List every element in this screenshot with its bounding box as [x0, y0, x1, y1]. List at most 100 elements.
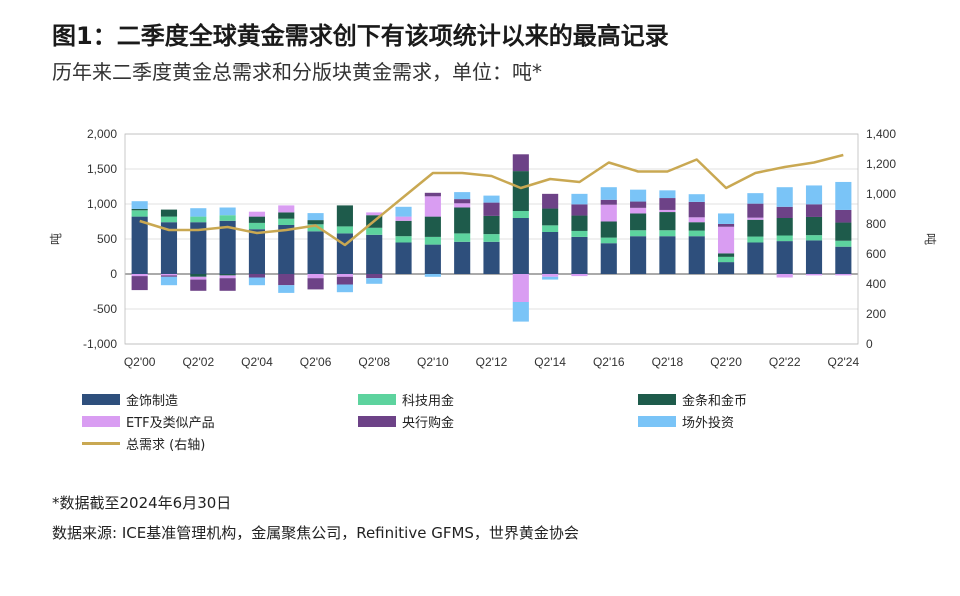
x-tick-label: Q2'20	[710, 355, 742, 369]
bar-segment	[278, 205, 295, 213]
legend-swatch	[638, 394, 676, 405]
bar-segment	[688, 217, 705, 223]
bar-segment	[717, 256, 735, 263]
bar-segment	[571, 236, 588, 274]
bar-segment	[307, 278, 324, 290]
bar-segment	[659, 230, 676, 237]
legend-item: ETF及类似产品	[82, 412, 215, 431]
bar-segment	[776, 206, 793, 218]
bar-segment	[131, 208, 148, 211]
bar-segment	[805, 185, 823, 205]
bar-segment	[248, 229, 266, 274]
bar-segment	[571, 204, 588, 216]
legend-item: 央行购金	[358, 412, 454, 431]
bar-segment	[395, 216, 412, 221]
bar-segment	[307, 220, 324, 225]
bar-segment	[776, 218, 793, 236]
bar-segment	[278, 225, 295, 274]
legend-label: 场外投资	[682, 416, 735, 431]
bar-segment	[131, 274, 148, 277]
y2-axis-label: 吨	[923, 233, 937, 245]
x-tick-label: Q2'22	[769, 355, 801, 369]
chart-plot: 2,000 1,500 1,000 500 0 -500 -1,000 1,400 1,200 1…	[49, 127, 937, 369]
bar-segment	[630, 213, 647, 231]
bar-segment	[717, 226, 735, 254]
bar-segment	[747, 217, 764, 220]
bar-segment	[424, 236, 441, 245]
bar-segment	[805, 216, 823, 236]
bar-segment	[659, 236, 676, 274]
bar-segment	[131, 210, 148, 217]
bar-segment	[571, 274, 588, 277]
y-tick-label: 1,000	[87, 197, 117, 211]
bar-segment	[131, 216, 148, 274]
bar-segment	[454, 192, 471, 200]
bar-segment	[248, 216, 266, 223]
bar-segment	[190, 279, 207, 291]
bar-segment	[219, 274, 236, 276]
bar-segment	[278, 218, 295, 225]
bar-segment	[688, 236, 705, 274]
y-tick-label: 2,000	[87, 127, 117, 141]
y-tick-label: -1,000	[83, 337, 117, 351]
bar-segment	[219, 220, 236, 274]
bar-segment	[307, 213, 324, 221]
y2-tick-label: 800	[866, 217, 886, 231]
bar-segment	[395, 236, 412, 243]
x-tick-label: Q2'10	[417, 355, 449, 369]
bar-segment	[600, 204, 617, 222]
y2-tick-label: 400	[866, 277, 886, 291]
bar-segment	[424, 196, 441, 217]
bar-segment	[454, 203, 471, 208]
x-tick-label: Q2'04	[241, 355, 273, 369]
y2-tick-label: 1,000	[866, 187, 896, 201]
bar-segment	[571, 230, 588, 237]
y-tick-label: 0	[110, 267, 117, 281]
bar-segment	[424, 192, 441, 197]
bar-segment	[366, 227, 383, 235]
bar-segment	[454, 199, 471, 204]
bar-segment	[454, 233, 471, 242]
bar-segment	[160, 276, 178, 286]
legend-swatch	[82, 416, 120, 427]
chart-title: 图1：二季度全球黄金需求创下有该项统计以来的最高记录	[52, 22, 669, 50]
bar-segment	[717, 223, 735, 227]
bar-segment	[248, 277, 266, 286]
bar-segment	[512, 302, 529, 322]
bar-segment	[542, 208, 559, 226]
bar-segment	[805, 204, 823, 217]
bar-segment	[600, 199, 617, 205]
bar-segment	[483, 215, 500, 235]
legend-label: ETF及类似产品	[126, 416, 215, 431]
bar-segment	[424, 274, 441, 277]
legend-swatch	[358, 416, 396, 427]
bar-segment	[512, 218, 529, 274]
bar-segment	[190, 222, 207, 274]
bar-segment	[336, 226, 353, 234]
bar-segment	[307, 274, 324, 279]
legend-label: 央行购金	[402, 416, 455, 431]
bar-segment	[219, 207, 236, 216]
bar-segment	[219, 215, 236, 221]
bar-segment	[366, 274, 383, 279]
bar-segment	[278, 274, 295, 286]
bar-segment	[747, 236, 764, 243]
legend-line-swatch	[82, 442, 120, 445]
bar-segment	[454, 241, 471, 274]
bar-segment	[483, 241, 500, 274]
bar-segment	[630, 207, 647, 214]
bar-segment	[600, 243, 617, 274]
bar-segment	[805, 274, 823, 276]
bar-segment	[542, 276, 559, 280]
x-tick-label: Q2'18	[652, 355, 684, 369]
bar-segment	[747, 242, 764, 274]
bar-segment	[717, 262, 735, 274]
bar-segment	[776, 241, 793, 274]
bar-segment	[688, 222, 705, 231]
x-tick-label: Q2'16	[593, 355, 625, 369]
bar-segment	[835, 209, 852, 223]
legend-label: 总需求 (右轴)	[126, 438, 206, 453]
bar-segment	[219, 278, 236, 291]
y2-tick-label: 600	[866, 247, 886, 261]
bar-segment	[190, 208, 207, 217]
